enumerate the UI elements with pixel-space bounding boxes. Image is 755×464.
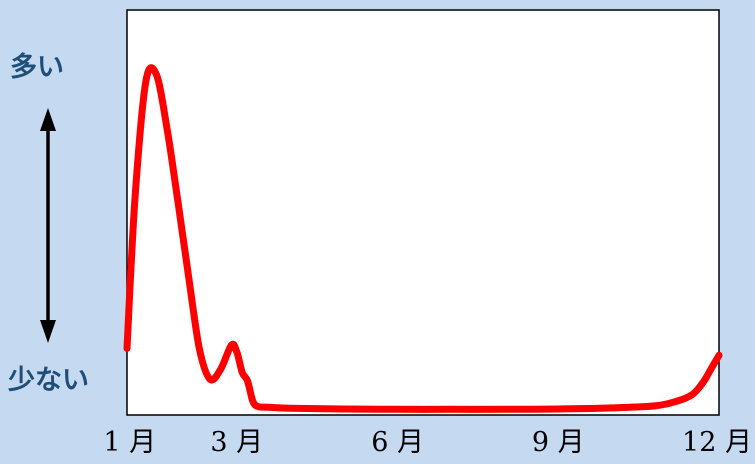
x-tick-label: 3 月 [210, 427, 263, 458]
x-tick-label: 12 月 [682, 427, 752, 458]
plot-area [126, 9, 720, 416]
y-axis-double-arrow [40, 108, 56, 343]
y-axis-low-label: 少ない [8, 365, 89, 396]
x-tick-label: 6 月 [371, 427, 424, 458]
x-tick-label: 1 月 [103, 427, 156, 458]
y-axis-high-label: 多い [10, 52, 64, 83]
series-line [123, 64, 723, 413]
x-tick-label: 9 月 [532, 427, 585, 458]
